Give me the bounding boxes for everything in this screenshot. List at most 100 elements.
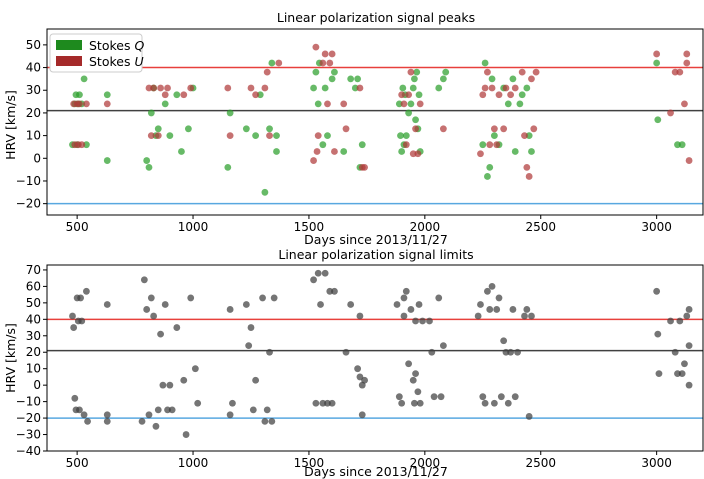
- peaks-point-series-1: [321, 50, 329, 58]
- peaks-point-series-0: [490, 132, 498, 140]
- limits-point-series-0: [84, 417, 91, 425]
- limits-y-tick-label: 70: [26, 263, 41, 277]
- peaks-point-series-0: [331, 68, 338, 76]
- limits-point-series-0: [194, 399, 202, 407]
- peaks-point-series-1: [511, 84, 519, 92]
- peaks-point-series-0: [484, 173, 491, 180]
- limits-point-series-0: [398, 399, 406, 407]
- peaks-point-series-1: [667, 109, 674, 117]
- peaks-point-series-1: [76, 100, 83, 108]
- limits-point-series-0: [479, 393, 487, 401]
- peaks-point-series-1: [530, 125, 538, 133]
- limits-x-tick-label: 500: [66, 456, 89, 470]
- peaks-point-series-0: [479, 141, 487, 149]
- peaks-point-series-0: [310, 84, 317, 92]
- limits-y-tick-label: 30: [26, 329, 41, 343]
- peaks-point-series-1: [226, 132, 234, 140]
- peaks-point-series-1: [683, 50, 691, 58]
- limits-x-tick-label: 1500: [294, 456, 325, 470]
- peaks-point-series-1: [314, 132, 322, 140]
- peaks-x-tick-label: 1000: [178, 220, 209, 234]
- peaks-point-series-0: [516, 100, 524, 108]
- peaks-point-series-1: [180, 91, 188, 99]
- peaks-point-series-0: [523, 84, 531, 92]
- limits-point-series-0: [393, 301, 401, 308]
- limits-point-series-0: [261, 417, 269, 425]
- peaks-point-series-1: [407, 68, 415, 76]
- peaks-point-series-1: [676, 68, 684, 76]
- limits-point-series-0: [247, 324, 255, 331]
- legend-label-stokes-q-letter: Q: [134, 38, 144, 53]
- limits-point-series-0: [80, 411, 88, 419]
- limits-point-series-0: [528, 312, 535, 320]
- peaks-point-series-0: [358, 141, 366, 149]
- limits-y-tick-label: 20: [26, 345, 41, 359]
- limits-point-series-0: [395, 393, 403, 401]
- limits-point-series-0: [140, 276, 148, 284]
- limits-point-series-0: [103, 301, 111, 308]
- limits-point-series-0: [481, 399, 489, 407]
- legend-swatch-stokes-q: [56, 40, 82, 50]
- peaks-x-ticks: 500 1000 1500 2000 2500 3000: [66, 215, 672, 234]
- limits-x-tick-label: 1000: [178, 456, 209, 470]
- limits-point-series-0: [493, 306, 501, 313]
- limits-point-series-0: [484, 287, 491, 295]
- limits-point-series-0: [361, 376, 368, 384]
- peaks-point-series-1: [477, 150, 484, 158]
- limits-point-series-0: [400, 294, 408, 302]
- limits-x-tick-label: 2000: [410, 456, 441, 470]
- peaks-point-series-1: [521, 132, 528, 140]
- peaks-point-series-1: [502, 84, 510, 92]
- limits-point-series-0: [83, 287, 90, 295]
- peaks-point-series-0: [528, 148, 535, 155]
- peaks-point-series-1: [310, 157, 317, 164]
- peaks-point-series-1: [266, 132, 273, 140]
- peaks-point-series-0: [509, 75, 517, 83]
- peaks-point-series-1: [147, 132, 155, 140]
- limits-point-series-0: [426, 317, 433, 325]
- legend-swatch-stokes-u: [56, 56, 82, 66]
- limits-point-series-0: [168, 406, 176, 414]
- peaks-point-series-0: [321, 84, 329, 92]
- peaks-point-series-0: [412, 116, 419, 124]
- limits-point-series-0: [173, 324, 181, 331]
- peaks-point-series-1: [528, 75, 535, 83]
- peaks-point-series-0: [314, 100, 322, 108]
- limits-x-ticks: 500 1000 1500 2000 2500 3000: [66, 451, 672, 470]
- limits-point-series-0: [328, 399, 336, 407]
- limits-point-series-0: [685, 342, 693, 350]
- limits-x-tick-label: 3000: [641, 456, 672, 470]
- peaks-point-series-1: [479, 91, 487, 99]
- peaks-y-tick-label: 40: [26, 61, 41, 75]
- peaks-point-series-0: [409, 84, 417, 92]
- limits-point-series-0: [242, 301, 250, 308]
- limits-point-series-0: [150, 312, 158, 320]
- limits-point-series-0: [683, 312, 691, 320]
- peaks-point-series-0: [273, 132, 280, 140]
- limits-point-series-0: [159, 381, 167, 389]
- peaks-x-tick-label: 1500: [294, 220, 325, 234]
- peaks-point-series-0: [324, 132, 331, 140]
- peaks-y-tick-label: −10: [16, 174, 41, 188]
- limits-point-series-0: [147, 294, 155, 302]
- limits-point-series-0: [71, 394, 79, 402]
- peaks-point-series-0: [143, 157, 151, 164]
- peaks-point-series-1: [324, 100, 331, 108]
- limits-point-series-0: [514, 348, 521, 356]
- peaks-y-tick-label: 10: [26, 129, 41, 143]
- peaks-point-series-0: [411, 75, 418, 83]
- limits-point-series-0: [347, 301, 355, 308]
- limits-point-series-0: [226, 306, 234, 313]
- peaks-point-series-1: [486, 141, 494, 149]
- peaks-y-tick-label: −20: [16, 197, 41, 211]
- peaks-point-series-0: [319, 141, 327, 149]
- peaks-point-series-0: [178, 148, 185, 155]
- peaks-reference-lines: [47, 66, 703, 205]
- limits-point-series-0: [310, 276, 317, 284]
- limits-point-series-0: [685, 381, 693, 389]
- peaks-point-series-0: [224, 163, 232, 171]
- peaks-point-series-0: [504, 100, 512, 108]
- peaks-point-series-1: [398, 91, 406, 99]
- limits-point-series-0: [667, 317, 674, 325]
- limits-point-series-0: [412, 370, 419, 378]
